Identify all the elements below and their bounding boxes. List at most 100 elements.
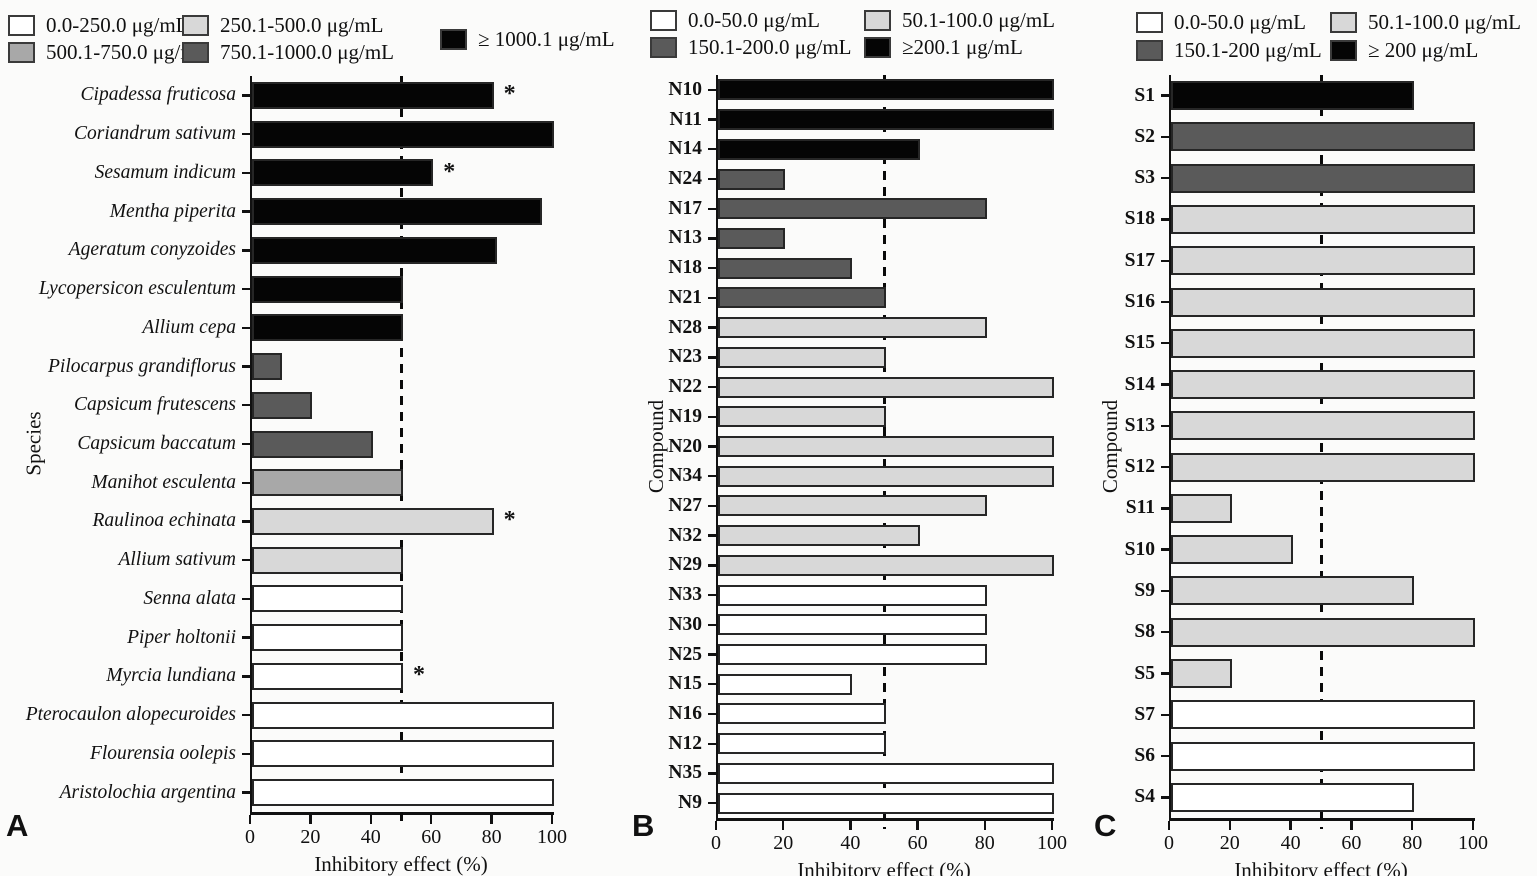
- x-axis-tick: [1411, 821, 1414, 830]
- bar: [718, 644, 987, 666]
- legend-item: 150.1-200 μg/mL: [1136, 38, 1322, 62]
- x-axis-tick: [248, 815, 252, 824]
- bar-label: N17: [668, 197, 702, 219]
- bar-label: N19: [668, 405, 702, 427]
- bar-label: N23: [668, 346, 702, 368]
- y-axis-tick: [1161, 300, 1169, 304]
- x-axis-tick: [1050, 821, 1054, 830]
- legend-swatch: [864, 36, 891, 58]
- x-axis-tick: [849, 821, 852, 830]
- x-axis-tick-label: 60: [421, 826, 442, 848]
- legend-swatch: [650, 36, 677, 58]
- y-axis-tick: [708, 88, 716, 92]
- bar: [718, 287, 886, 309]
- y-axis-tick: [708, 653, 716, 656]
- y-axis-tick: [708, 623, 716, 626]
- x-axis-tick: [916, 821, 919, 830]
- bar: [718, 227, 786, 249]
- bar: [1171, 576, 1415, 606]
- bar: [718, 525, 920, 547]
- x-axis-tick: [309, 815, 312, 824]
- x-axis-tick-label: 60: [1341, 832, 1362, 854]
- panel-b: 0.0-50.0 μg/mL 150.1-200.0 μg/mL 50.1-100.…: [630, 0, 1090, 876]
- reference-line-50pct: [399, 76, 403, 823]
- bar: [252, 120, 554, 148]
- bar-label: Coriandrum sativum: [74, 123, 236, 145]
- legend-label: ≥ 1000.1 μg/mL: [478, 27, 615, 51]
- bar: [1171, 287, 1475, 317]
- y-axis-tick: [708, 683, 716, 686]
- significance-star: *: [443, 158, 456, 185]
- x-axis-tick-label: 0: [245, 826, 255, 848]
- y-axis-tick: [242, 94, 250, 97]
- bar-label: Pterocaulon alopecuroides: [25, 704, 236, 726]
- x-axis-tick-label: 40: [360, 826, 381, 848]
- bar: [1171, 204, 1475, 234]
- bar: [1171, 246, 1475, 276]
- y-axis-tick: [708, 504, 716, 508]
- bar: [252, 740, 554, 768]
- panel-c: 0.0-50.0 μg/mL 150.1-200 μg/mL 50.1-100.0 …: [1090, 0, 1537, 876]
- x-axis-title: Inhibitory effect (%): [1234, 858, 1408, 876]
- bar: [252, 430, 373, 458]
- bar: [1171, 163, 1475, 193]
- bar-label: Pilocarpus grandiflorus: [48, 355, 236, 377]
- y-axis-tick: [708, 177, 716, 181]
- bar: [1171, 411, 1475, 441]
- bar: [1171, 617, 1475, 647]
- x-axis-title: Inhibitory effect (%): [797, 858, 971, 876]
- legend-label: 750.1-1000.0 μg/mL: [220, 40, 394, 64]
- bar: [252, 662, 403, 690]
- bar-label: S2: [1134, 125, 1155, 147]
- legend-item: 50.1-100.0 μg/mL: [1330, 10, 1521, 34]
- x-axis-tick-label: 60: [907, 832, 928, 854]
- bar: [718, 168, 786, 190]
- bar-label: S1: [1134, 84, 1155, 106]
- y-axis-tick: [242, 559, 250, 562]
- legend-label: ≥ 200 μg/mL: [1368, 38, 1479, 62]
- bar-label: Senna alata: [143, 587, 236, 609]
- bar: [1171, 659, 1232, 689]
- bar-label: Flourensia oolepis: [89, 742, 236, 764]
- bar-label: Manihot esculenta: [91, 471, 236, 493]
- y-axis-tick: [1161, 383, 1169, 386]
- bar: [718, 554, 1054, 576]
- bar-label: N11: [669, 108, 702, 130]
- bar-label: S13: [1124, 414, 1155, 436]
- x-axis-tick: [1289, 821, 1292, 830]
- bar-label: N27: [668, 494, 702, 516]
- y-axis-tick: [242, 597, 250, 601]
- panel-letter-c: C: [1094, 808, 1117, 843]
- bar-label: S14: [1124, 373, 1155, 395]
- x-axis-tick: [490, 815, 493, 824]
- bar: [252, 159, 434, 187]
- bar: [718, 436, 1054, 457]
- legend-swatch: [182, 14, 209, 36]
- legend-label: 250.1-500.0 μg/mL: [220, 13, 384, 37]
- bar-label: Cipadessa fruticosa: [80, 84, 236, 106]
- y-axis-tick: [242, 249, 250, 252]
- x-axis-tick-label: 0: [1164, 832, 1174, 854]
- bar: [252, 585, 403, 613]
- legend-swatch: [182, 41, 209, 63]
- significance-star: *: [503, 81, 516, 108]
- bar: [718, 198, 987, 220]
- x-axis-tick-label: 100: [1458, 832, 1488, 854]
- legend-label: 0.0-50.0 μg/mL: [1174, 10, 1306, 34]
- bar: [718, 762, 1054, 784]
- y-axis-tick: [242, 171, 250, 175]
- bar: [718, 703, 886, 725]
- bar-label: N32: [668, 524, 702, 546]
- bar: [252, 353, 283, 381]
- bar: [718, 465, 1054, 487]
- y-axis-tick: [708, 712, 716, 716]
- y-axis-tick: [242, 675, 250, 678]
- bar-label: N22: [668, 376, 702, 398]
- legend-swatch: [1330, 11, 1357, 33]
- y-axis-tick: [1161, 713, 1169, 716]
- bar-label: S4: [1134, 786, 1155, 808]
- significance-star: *: [503, 507, 516, 534]
- bar-label: Piper holtonii: [127, 626, 236, 648]
- bar-label: S8: [1134, 621, 1155, 643]
